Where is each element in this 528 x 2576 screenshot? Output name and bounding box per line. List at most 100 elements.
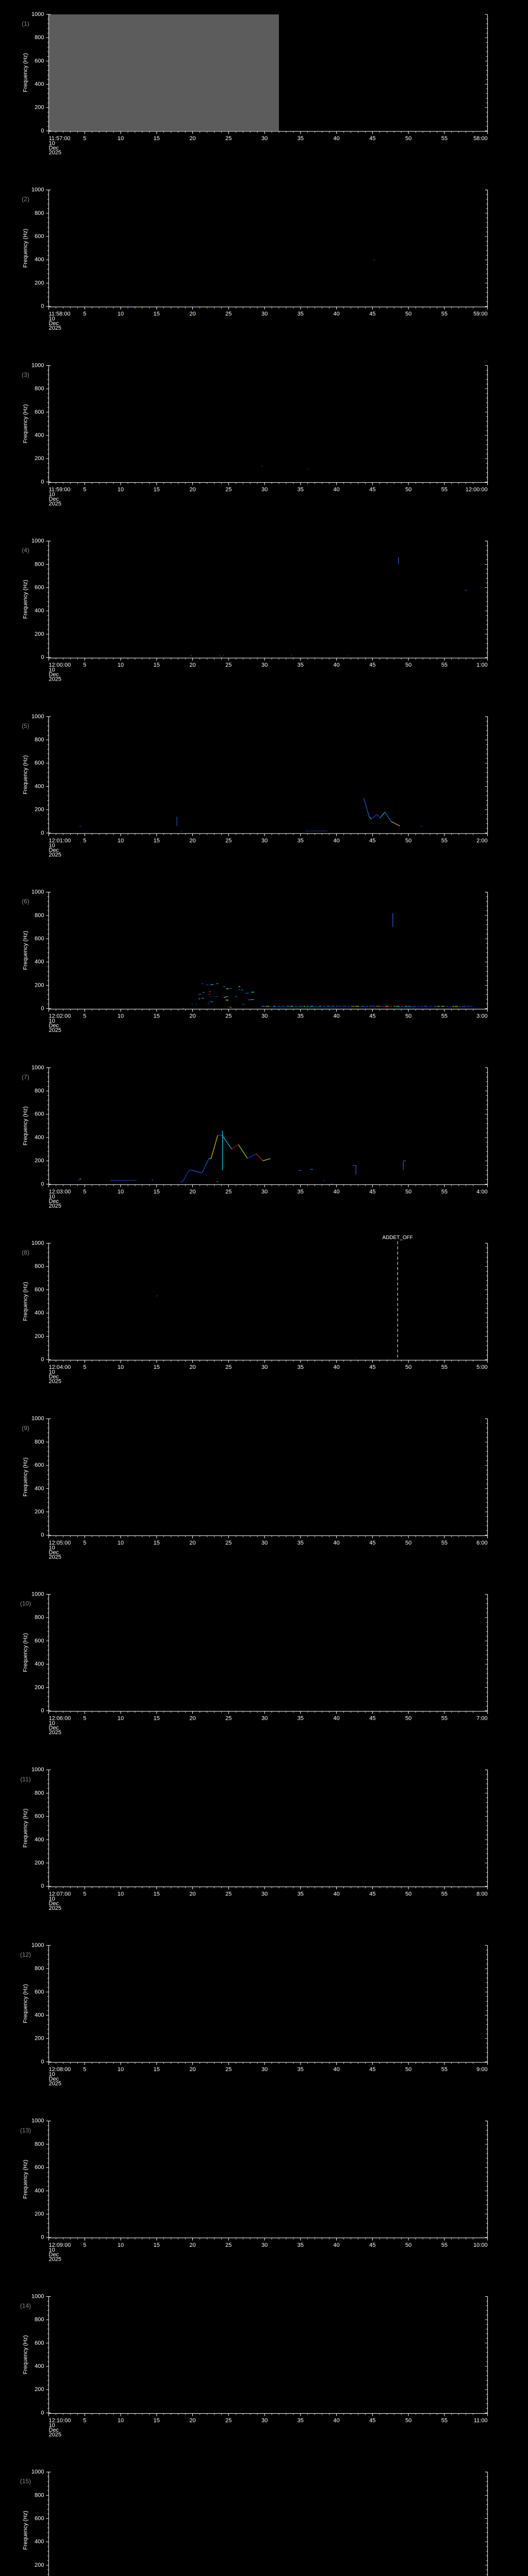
svg-text:400: 400 [35,1134,44,1141]
svg-text:400: 400 [35,1837,44,1843]
svg-text:10: 10 [118,838,124,844]
svg-text:12:00:00: 12:00:00 [466,487,488,493]
svg-text:400: 400 [35,608,44,614]
svg-text:600: 600 [35,2340,44,2346]
svg-text:Frequency (Hz): Frequency (Hz) [22,2160,28,2199]
svg-text:0: 0 [41,2234,44,2241]
svg-text:0: 0 [41,1006,44,1012]
svg-text:0: 0 [41,1181,44,1187]
svg-text:10: 10 [118,1189,124,1195]
svg-text:50: 50 [405,2066,411,2073]
svg-text:15: 15 [154,2418,160,2424]
svg-text:10: 10 [118,2066,124,2073]
svg-text:2025: 2025 [49,676,61,683]
svg-text:5: 5 [83,1716,86,1722]
svg-text:400: 400 [35,1661,44,1667]
svg-text:600: 600 [35,409,44,415]
svg-text:2025: 2025 [49,2256,61,2262]
svg-text:(11): (11) [20,1775,30,1783]
svg-text:10: 10 [118,135,124,142]
svg-text:200: 200 [35,807,44,813]
svg-text:30: 30 [261,1189,268,1195]
svg-text:55: 55 [441,135,448,142]
svg-text:5:00: 5:00 [476,1364,487,1370]
svg-text:Frequency (Hz): Frequency (Hz) [22,755,28,794]
svg-text:30: 30 [261,2066,268,2073]
svg-text:15: 15 [154,1013,160,1020]
svg-text:25: 25 [225,2242,232,2248]
svg-text:800: 800 [35,1263,44,1269]
svg-text:1000: 1000 [31,187,44,193]
svg-text:35: 35 [298,1891,304,1897]
svg-text:30: 30 [261,487,268,493]
svg-text:0: 0 [41,654,44,660]
svg-text:58:00: 58:00 [473,135,488,142]
svg-text:0: 0 [41,1357,44,1363]
svg-text:15: 15 [154,662,160,668]
svg-text:5: 5 [83,1540,86,1546]
svg-text:Frequency (Hz): Frequency (Hz) [22,1633,28,1672]
svg-text:(13): (13) [20,2127,31,2134]
svg-text:55: 55 [441,2066,448,2073]
svg-text:50: 50 [405,1891,411,1897]
svg-text:40: 40 [333,838,339,844]
svg-text:10:00: 10:00 [473,2242,488,2248]
svg-text:20: 20 [189,2242,195,2248]
svg-text:400: 400 [35,783,44,789]
svg-text:10: 10 [118,311,124,317]
svg-text:0: 0 [41,1883,44,1889]
svg-text:2025: 2025 [49,1730,61,1736]
svg-text:20: 20 [189,1013,195,1020]
svg-text:25: 25 [225,487,232,493]
svg-text:7:00: 7:00 [476,1716,487,1722]
svg-text:Frequency (Hz): Frequency (Hz) [22,1984,28,2023]
svg-text:40: 40 [333,662,339,668]
svg-text:(12): (12) [20,1951,31,1958]
svg-text:35: 35 [298,2418,304,2424]
svg-text:400: 400 [35,1485,44,1492]
svg-text:45: 45 [369,487,375,493]
svg-text:20: 20 [189,135,195,142]
svg-text:400: 400 [35,2539,44,2545]
svg-text:200: 200 [35,1333,44,1340]
svg-text:800: 800 [35,35,44,41]
svg-text:55: 55 [441,1013,448,1020]
svg-text:Frequency (Hz): Frequency (Hz) [22,1107,28,1146]
svg-text:15: 15 [154,838,160,844]
svg-text:45: 45 [369,1364,375,1370]
svg-text:2025: 2025 [49,1203,61,1209]
svg-text:35: 35 [298,135,304,142]
svg-text:50: 50 [405,1013,411,1020]
svg-text:9:00: 9:00 [476,2066,487,2073]
svg-text:40: 40 [333,311,339,317]
svg-text:5: 5 [83,2242,86,2248]
svg-text:25: 25 [225,1716,232,1722]
svg-text:25: 25 [225,1540,232,1546]
svg-text:30: 30 [261,662,268,668]
svg-text:400: 400 [35,257,44,263]
svg-text:200: 200 [35,2562,44,2568]
svg-text:4:00: 4:00 [476,1189,487,1195]
svg-text:15: 15 [154,1540,160,1546]
svg-text:0: 0 [41,830,44,836]
svg-text:45: 45 [369,838,375,844]
svg-text:5: 5 [83,2418,86,2424]
svg-text:50: 50 [405,662,411,668]
svg-text:30: 30 [261,2418,268,2424]
svg-text:10: 10 [118,1540,124,1546]
svg-text:5: 5 [83,2066,86,2073]
svg-text:800: 800 [35,386,44,392]
svg-text:0: 0 [41,1532,44,1538]
svg-text:Frequency (Hz): Frequency (Hz) [22,53,28,92]
svg-text:45: 45 [369,2066,375,2073]
svg-text:25: 25 [225,135,232,142]
svg-text:5: 5 [83,487,86,493]
svg-text:Frequency (Hz): Frequency (Hz) [22,2335,28,2375]
svg-text:30: 30 [261,838,268,844]
svg-text:ADDET_OFF: ADDET_OFF [382,1235,412,1241]
svg-text:40: 40 [333,1189,339,1195]
svg-text:400: 400 [35,959,44,965]
svg-text:1000: 1000 [31,362,44,368]
svg-text:40: 40 [333,487,339,493]
svg-text:55: 55 [441,2418,448,2424]
